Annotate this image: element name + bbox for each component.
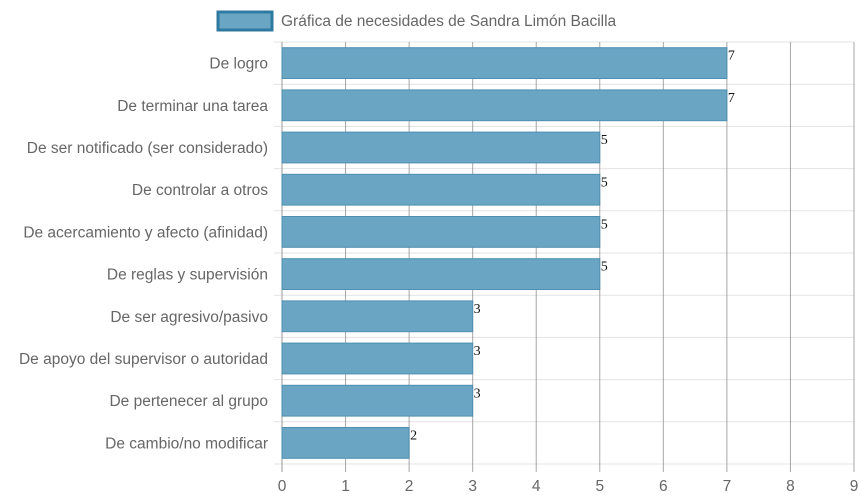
bar[interactable] xyxy=(281,215,601,248)
bar[interactable] xyxy=(281,426,410,459)
data-label: 5 xyxy=(601,217,608,232)
data-label: 5 xyxy=(601,133,608,148)
category-label: De apoyo del supervisor o autoridad xyxy=(19,351,268,368)
x-tick-label: 2 xyxy=(405,478,414,495)
x-tick-label: 6 xyxy=(659,478,668,495)
bar[interactable] xyxy=(281,384,474,417)
data-label: 2 xyxy=(410,428,417,443)
x-tick-label: 1 xyxy=(341,478,350,495)
x-tick-label: 7 xyxy=(723,478,732,495)
category-label: De controlar a otros xyxy=(132,182,268,199)
bars: 7 7 5 5 5 5 3 3 3 2 xyxy=(281,47,735,459)
data-label: 3 xyxy=(474,302,481,317)
data-label: 7 xyxy=(728,91,735,106)
x-tick-label: 0 xyxy=(278,478,287,495)
x-tick-label: 8 xyxy=(786,478,795,495)
x-axis-ticks: 0 1 2 3 4 5 6 7 8 9 xyxy=(278,478,859,495)
category-label: De reglas y supervisión xyxy=(107,267,268,284)
legend-swatch[interactable] xyxy=(216,10,274,32)
category-label: De terminar una tarea xyxy=(117,98,268,115)
data-label: 5 xyxy=(601,260,608,275)
x-tick-label: 4 xyxy=(532,478,541,495)
x-tick-label: 3 xyxy=(468,478,477,495)
category-label: De ser notificado (ser considerado) xyxy=(27,140,268,157)
bar[interactable] xyxy=(281,47,728,80)
x-tick-label: 9 xyxy=(850,478,859,495)
bar[interactable] xyxy=(281,89,728,122)
bar[interactable] xyxy=(281,258,601,291)
category-label: De pertenecer al grupo xyxy=(109,393,268,410)
data-label: 3 xyxy=(474,344,481,359)
legend-label[interactable]: Gráfica de necesidades de Sandra Limón B… xyxy=(281,13,617,30)
bar[interactable] xyxy=(281,300,474,333)
category-label: De logro xyxy=(209,56,268,73)
category-label: De acercamiento y afecto (afinidad) xyxy=(23,224,268,241)
data-label: 3 xyxy=(474,386,481,401)
data-label: 7 xyxy=(728,49,735,64)
x-tick-label: 5 xyxy=(595,478,604,495)
category-label: De cambio/no modificar xyxy=(105,435,268,452)
legend[interactable]: Gráfica de necesidades de Sandra Limón B… xyxy=(216,10,617,32)
category-label: De ser agresivo/pasivo xyxy=(110,309,268,326)
category-labels: De logro De terminar una tarea De ser noti… xyxy=(19,56,268,453)
bar[interactable] xyxy=(281,342,474,375)
data-label: 5 xyxy=(601,175,608,190)
bar[interactable] xyxy=(281,131,601,164)
bar[interactable] xyxy=(281,173,601,206)
